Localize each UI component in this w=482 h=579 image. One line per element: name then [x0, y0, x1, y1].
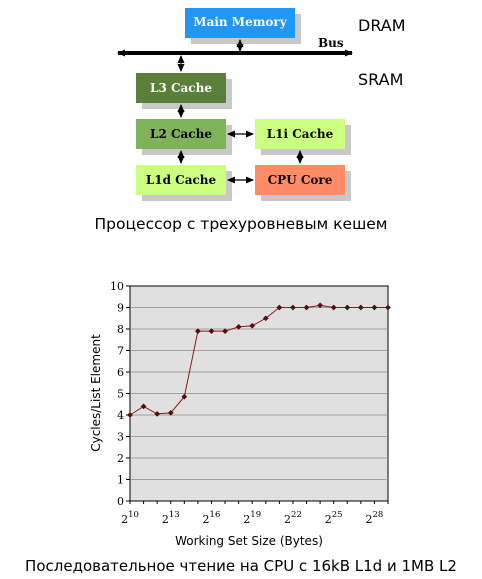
data-point — [303, 304, 310, 311]
x-axis-title: Working Set Size (Bytes) — [175, 534, 323, 548]
data-point — [140, 403, 147, 410]
data-point — [167, 409, 174, 416]
data-point — [385, 304, 391, 311]
data-point — [222, 328, 229, 335]
chart-caption: Последовательное чтение на CPU с 16kB L1… — [25, 557, 457, 575]
data-point — [249, 322, 256, 329]
l3-cache-label: L3 Cache — [150, 81, 212, 95]
y-tick-label: 6 — [117, 366, 124, 379]
y-tick-label: 10 — [110, 280, 124, 293]
dram-label: DRAM — [358, 16, 406, 35]
data-point — [154, 410, 161, 417]
data-point — [330, 304, 337, 311]
x-tick-label: 222 — [284, 510, 302, 526]
x-tick-label: 210 — [121, 510, 139, 526]
data-point — [371, 304, 378, 311]
data-point — [262, 315, 269, 322]
y-tick-label: 8 — [117, 323, 124, 336]
l1i-cache-box: L1i Cache — [255, 119, 351, 155]
data-point — [357, 304, 364, 311]
data-point — [208, 328, 215, 335]
l2-cache-box: L2 Cache — [136, 119, 232, 155]
cpu-core-label: CPU Core — [268, 173, 333, 187]
bus-label: Bus — [318, 36, 344, 50]
l3-cache-box: L3 Cache — [136, 73, 232, 109]
y-tick-label: 7 — [117, 345, 124, 358]
sram-label: SRAM — [358, 70, 403, 89]
data-point — [235, 323, 242, 330]
l1d-cache-label: L1d Cache — [146, 173, 217, 187]
data-point — [289, 304, 296, 311]
x-tick-label: 228 — [366, 510, 384, 526]
cpu-core-box: CPU Core — [255, 165, 351, 201]
x-tick-label: 216 — [203, 510, 221, 526]
sequential-read-chart: 0 1 2 3 4 5 6 7 8 9 10 210 213 216 219 222 225 228 Workin… — [89, 280, 391, 548]
l2-cache-label: L2 Cache — [150, 127, 212, 141]
x-tick-label: 213 — [162, 510, 180, 526]
data-point — [317, 302, 324, 309]
cache-hierarchy-diagram: Bus DRAM SRAM Main Memory L3 Cache L2 Ca… — [117, 8, 406, 201]
y-tick-label: 5 — [117, 388, 124, 401]
y-tick-label: 9 — [117, 302, 124, 315]
l1d-cache-box: L1d Cache — [136, 165, 232, 201]
main-memory-label: Main Memory — [193, 15, 287, 29]
diagram-caption: Процессор с трехуровневым кешем — [94, 215, 388, 233]
data-point — [127, 412, 133, 418]
data-point — [276, 304, 283, 311]
y-tick-label: 1 — [117, 474, 124, 487]
y-tick-label: 0 — [117, 495, 124, 508]
main-memory-box: Main Memory — [185, 8, 301, 44]
y-axis-title: Cycles/List Element — [89, 334, 103, 452]
data-point — [194, 328, 201, 335]
x-tick-label: 219 — [243, 510, 261, 526]
data-point — [181, 393, 188, 400]
y-tick-label: 3 — [117, 431, 124, 444]
y-tick-label: 4 — [117, 409, 124, 422]
data-point — [344, 304, 351, 311]
x-tick-label: 225 — [325, 510, 343, 526]
l1i-cache-label: L1i Cache — [267, 127, 334, 141]
y-tick-label: 2 — [117, 452, 124, 465]
